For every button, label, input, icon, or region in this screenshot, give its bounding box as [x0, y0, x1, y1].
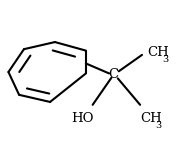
Text: CH: CH — [140, 112, 162, 125]
Text: C: C — [108, 68, 118, 81]
Text: 3: 3 — [162, 55, 168, 64]
Text: CH: CH — [147, 46, 169, 59]
Text: 3: 3 — [156, 121, 162, 130]
Text: HO: HO — [71, 112, 93, 125]
